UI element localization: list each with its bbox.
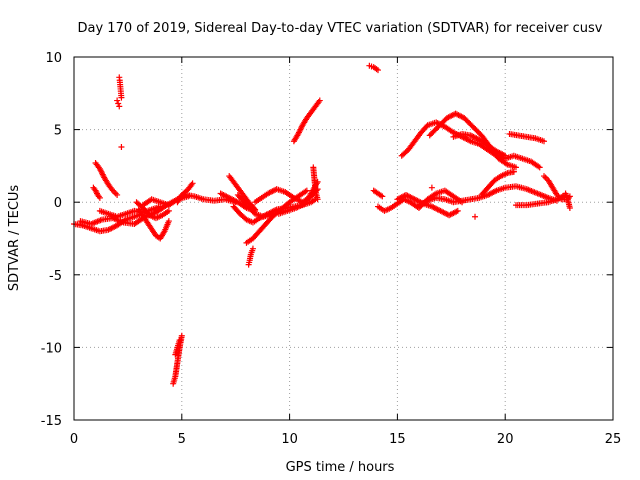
trace-t28 [394, 191, 461, 219]
trace-t6 [135, 206, 172, 242]
trace-t35 [512, 191, 569, 209]
data-point [114, 191, 121, 198]
trace-t12 [170, 332, 185, 387]
trace-t32 [450, 130, 509, 159]
data-point [379, 193, 386, 200]
trace-t34 [506, 130, 548, 145]
y-tick-label: 0 [54, 196, 62, 211]
trace-t39 [428, 184, 435, 191]
trace-t33 [478, 168, 517, 198]
trace-t4 [90, 184, 103, 201]
data-point [541, 138, 548, 145]
data-point [472, 213, 479, 220]
data-point [502, 152, 509, 159]
data-point [165, 218, 172, 225]
data-point [316, 97, 323, 104]
y-tick-label: -10 [41, 341, 62, 356]
trace-t9 [116, 74, 125, 101]
data-point [512, 164, 519, 171]
chart-title: Day 170 of 2019, Sidereal Day-to-day VTE… [78, 21, 603, 36]
trace-t14 [174, 180, 196, 206]
trace-t40 [510, 168, 517, 175]
y-tick-label: 5 [54, 124, 62, 139]
trace-t11 [118, 144, 125, 151]
y-axis-label: SDTVAR / TECUs [7, 185, 22, 292]
data-point [176, 337, 183, 344]
trace-t38 [472, 213, 479, 220]
trace-t37 [562, 190, 573, 212]
grid [74, 57, 613, 420]
trace-t19 [243, 187, 310, 246]
data-point [118, 144, 125, 151]
trace-t13 [172, 337, 183, 358]
data-point [165, 207, 172, 214]
data-point [114, 97, 121, 104]
trace-t26 [370, 187, 386, 200]
data-point [115, 100, 122, 107]
trace-t20 [245, 245, 256, 268]
y-tick-label: -15 [41, 414, 62, 429]
data-point [314, 196, 321, 203]
data-point [454, 207, 461, 214]
x-tick-label: 10 [281, 432, 298, 447]
x-tick-label: 15 [389, 432, 406, 447]
x-tick-label: 0 [70, 432, 78, 447]
trace-t25 [366, 62, 381, 74]
data-point [116, 103, 123, 110]
x-tick-label: 20 [497, 432, 514, 447]
data-point [374, 67, 381, 74]
data-point [178, 332, 185, 339]
x-axis-label: GPS time / hours [286, 460, 395, 475]
data-point [189, 180, 196, 187]
trace-t24 [310, 164, 321, 203]
data-point [249, 245, 256, 252]
y-tick-label: 10 [45, 51, 62, 66]
x-tick-label: 5 [178, 432, 186, 447]
data-point [428, 184, 435, 191]
trace-t29 [415, 183, 560, 209]
trace-t3 [92, 159, 121, 198]
data-point [303, 187, 310, 194]
data-point [118, 94, 125, 101]
trace-t10 [114, 97, 123, 110]
x-tick-label: 25 [605, 432, 622, 447]
trace-t22 [290, 97, 323, 145]
plot-frame [73, 56, 614, 421]
data-point [112, 190, 119, 197]
data-point [510, 168, 517, 175]
y-tick-label: -5 [49, 269, 62, 284]
data-point [536, 164, 543, 171]
data-point [541, 173, 548, 180]
axes-ticks: 0 5 10 15 20 25 -15 -10 -5 0 5 10 [41, 51, 622, 447]
data-point [542, 174, 549, 181]
data-points [71, 62, 573, 387]
trace-t15 [217, 190, 259, 214]
data-point [566, 205, 573, 212]
data-point [96, 194, 103, 201]
